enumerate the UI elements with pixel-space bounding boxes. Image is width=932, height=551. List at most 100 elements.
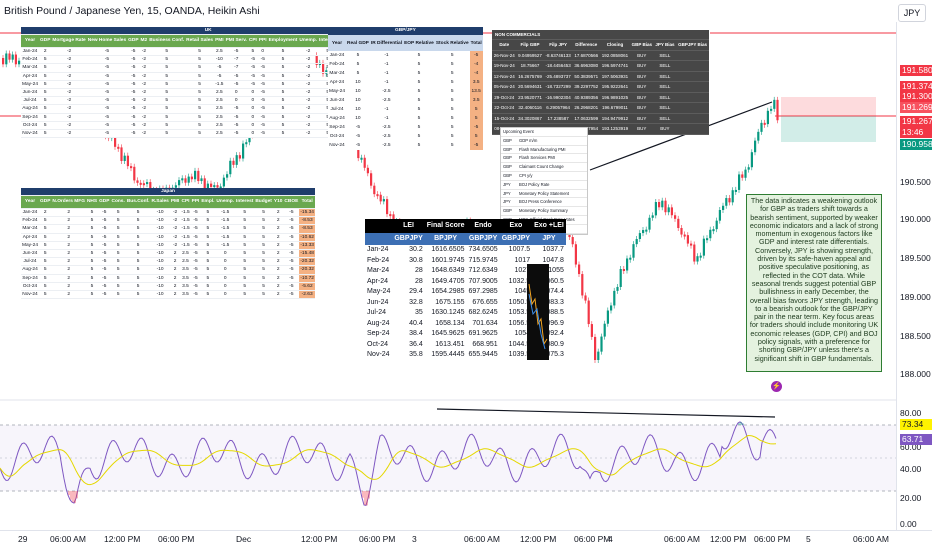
lei-cell: Apr-24 — [367, 277, 389, 285]
japan-table-cell: 5 — [85, 233, 99, 242]
japan-table-cell: -10 — [150, 290, 170, 300]
japan-table-cell: Jun-24 — [21, 249, 39, 259]
candle — [194, 170, 197, 180]
japan-table-cell: 5 — [200, 241, 216, 251]
uk-table-cell: 5 — [185, 104, 215, 114]
noncom-row: 22-Oct-24 32.4060116 6.29057964 26.2968201 1… — [492, 102, 709, 114]
event-currency: JPY — [501, 180, 517, 190]
uk-table-cell: -5 — [127, 55, 140, 65]
uk-table-cell: -5 — [257, 121, 268, 131]
uk-table-header: GDP — [127, 34, 140, 48]
gbpjpy-table-cell: 5 — [450, 80, 454, 85]
lei-header: Final Score — [424, 219, 467, 233]
japan-table-cell: 5 — [125, 224, 151, 234]
gbpjpy-table-cell: -2.5 — [382, 134, 391, 139]
japan-table-cell: 2 — [272, 282, 284, 292]
lei-row: Nov-24 35.8 1595.4445 655.9445 1039.5 1075.3 — [365, 350, 566, 361]
uk-table-cell: 5 — [267, 129, 299, 139]
noncom-cell: -16.9902304 — [543, 92, 573, 103]
lei-header: Exo +LEI — [532, 219, 566, 233]
candle — [187, 176, 190, 183]
japan-table-cell: 5 — [110, 208, 126, 218]
gbpjpy-table-header: Total — [469, 35, 483, 51]
uk-table-cell: 5 — [267, 55, 299, 65]
japan-table-cell: 5 — [85, 257, 99, 267]
gbpjpy-table-cell: 5 — [469, 105, 483, 114]
japan-table-header: Budget — [254, 195, 273, 209]
japan-table-row: Jun-24 5 2 5 -5 5 5 -10 2 2.5 -5 5 0 5 5 2 -5 -15.48 — [21, 249, 315, 259]
rsi-axis-label: 80.00 — [900, 408, 922, 418]
noncom-cell: BUY — [629, 113, 654, 124]
lei-cell: 707.9005 — [468, 277, 498, 285]
uk-table-cell: -2 — [51, 63, 87, 73]
japan-table-cell: -1.5 — [215, 224, 236, 234]
uk-table-title: UK — [21, 27, 396, 35]
uk-table-cell: 0 — [247, 104, 258, 114]
candle — [226, 174, 229, 178]
japan-table-cell: 2 — [272, 241, 284, 251]
lei-cell: 40.4 — [409, 319, 423, 327]
gbpjpy-table-cell: 5 — [417, 98, 421, 103]
lei-cell: 655.9445 — [468, 351, 498, 358]
event-currency: JPY — [501, 197, 517, 208]
uk-table-cell: 5 — [39, 72, 52, 81]
candle — [382, 199, 385, 202]
japan-table-cell: 5 — [85, 274, 99, 283]
uk-table-cell: 5 — [185, 129, 215, 139]
candle — [213, 185, 216, 188]
noncom-cell: SELL — [653, 102, 677, 114]
noncom-cell: 22-Oct-24 — [492, 102, 517, 114]
gbpjpy-table-row: Jan-24 5 -1 5 5 -5 — [328, 51, 483, 60]
lei-cell: 1044.5 — [508, 340, 531, 348]
noncom-cell — [676, 50, 709, 61]
lei-cell: 1032.5 — [508, 277, 531, 285]
uk-table-cell: -5 — [257, 88, 268, 98]
japan-table-cell: -5 — [98, 216, 111, 226]
event-name: Monetary Policy Summary — [517, 206, 587, 216]
japan-table-cell: -1.5 — [180, 216, 191, 226]
time-label: 06:00 PM — [754, 534, 791, 544]
japan-table-cell: 3.5 — [180, 290, 191, 300]
lei-cell: 1039.5 — [508, 351, 531, 358]
currency-button[interactable]: JPY — [898, 4, 926, 22]
uk-table-cell: -5 — [214, 72, 225, 81]
event-currency: JPY — [501, 189, 517, 199]
japan-table-cell: 5 — [110, 233, 126, 242]
lightning-icon[interactable]: ⚡ — [771, 381, 782, 392]
lei-subheader: GBPJPY — [499, 233, 533, 245]
gbpjpy-table-cell: 10 — [355, 107, 361, 112]
japan-table-cell: Mar-24 — [21, 224, 39, 234]
uk-table-cell: -2 — [51, 72, 87, 81]
candle — [581, 274, 584, 296]
japan-table-cell: 2 — [51, 290, 86, 300]
uk-table-cell: Jun-24 — [21, 88, 39, 98]
noncom-cell: BUY — [629, 71, 654, 82]
rsi-ma-line — [0, 434, 777, 486]
noncom-cell: 16.2675769 — [516, 71, 544, 82]
japan-table-cell: -5 — [190, 216, 201, 226]
japan-table-cell: -5 — [283, 282, 300, 292]
japan-table-cell: Apr-24 — [21, 233, 39, 242]
japan-table-cell: -5 — [190, 241, 201, 251]
japan-table-cell: -1.5 — [180, 233, 191, 242]
lei-row: Sep-24 38.4 1645.9625 691.9625 1054 1092.4 — [365, 329, 566, 340]
gbpjpy-table-cell: 5 — [356, 62, 360, 67]
candle — [597, 351, 600, 360]
lei-cell: 1060.5 — [542, 277, 564, 285]
uk-table-cell: Jan-24 — [21, 47, 39, 57]
uk-table-cell: 5 — [317, 121, 338, 131]
lei-cell: 1613.451 — [435, 340, 465, 348]
time-axis[interactable] — [0, 530, 932, 551]
uk-table-cell: 5 — [185, 80, 215, 90]
lei-row: Apr-24 28 1649.4705 707.9005 1032.5 1060.5 — [365, 277, 566, 288]
candle — [699, 255, 702, 258]
japan-table-cell: 5 — [85, 241, 99, 251]
mini-chart-panel — [527, 264, 549, 360]
lei-cell: 1017 — [514, 256, 531, 264]
noncom-cell — [676, 71, 709, 82]
japan-table-row: Sep-24 5 2 5 -5 5 5 -10 2 3.5 -5 5 0 5 5 2 -5 -10.72 — [21, 274, 315, 283]
candle — [773, 99, 776, 109]
candle — [142, 183, 145, 186]
uk-table-cell: 5 — [317, 55, 338, 65]
lei-cell: 35.8 — [409, 351, 423, 358]
